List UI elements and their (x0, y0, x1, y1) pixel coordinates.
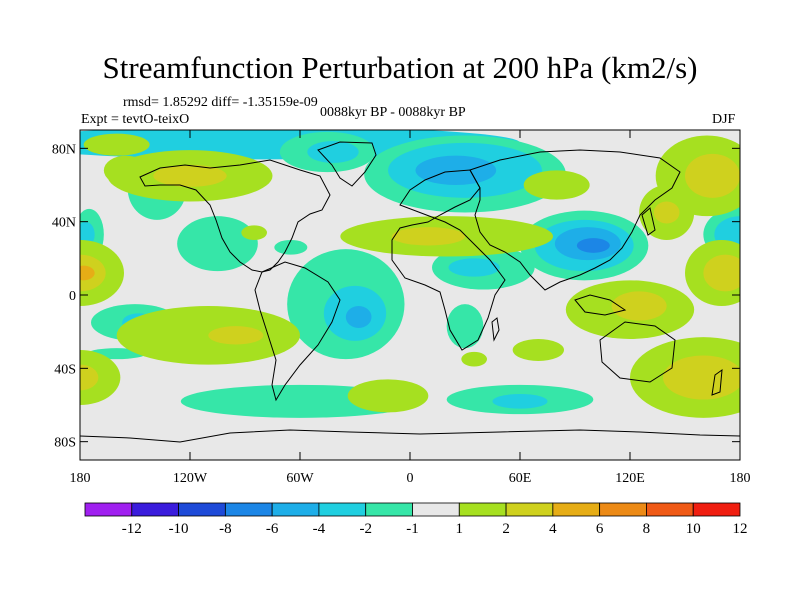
contour-region (415, 155, 497, 185)
stats-label: rmsd= 1.85292 diff= -1.35159e-09 (123, 95, 318, 110)
x-tick-label: 120E (615, 471, 645, 486)
contour-region (241, 225, 267, 241)
contour-region (153, 164, 227, 187)
colorbar: -12 -10 -8 -6 -4 -2 -1 1 2 4 6 8 10 12 (84, 502, 748, 537)
colorbar-label: -4 (313, 521, 326, 537)
colorbar-swatch (178, 502, 226, 517)
coastlines (80, 141, 740, 443)
contour-region (685, 153, 740, 198)
period-label: 0088kyr BP - 0088kyr BP (320, 105, 466, 120)
contour-region (523, 170, 590, 200)
colorbar-swatch (692, 502, 741, 517)
colorbar-swatch (318, 502, 367, 517)
contour-region (345, 306, 372, 328)
colorbar-label: 6 (596, 521, 604, 537)
map-axes: 180 120W 60W 0 60E 120E 180 80N 40N 0 40S 80S (52, 130, 751, 486)
colorbar-swatch (412, 502, 460, 517)
contour-region (80, 350, 121, 405)
colorbar-label: -8 (219, 521, 232, 537)
colorbar-label: 1 (456, 521, 464, 537)
contour-region (307, 141, 359, 163)
colorbar-label: -12 (122, 521, 142, 537)
contour-region (80, 364, 99, 391)
season-label: DJF (712, 112, 736, 127)
x-tick-label: 120W (173, 471, 208, 486)
contour-region (448, 258, 500, 277)
y-tick-label: 40N (52, 216, 76, 231)
contour-region (492, 394, 548, 409)
contour-region (653, 201, 680, 224)
colorbar-label: 12 (733, 521, 748, 537)
contour-region (208, 326, 264, 345)
figure-title: Streamfunction Perturbation at 200 hPa (… (102, 50, 698, 85)
y-tick-label: 0 (69, 289, 76, 304)
colorbar-swatch (224, 502, 273, 517)
contour-region (461, 351, 487, 367)
colorbar-swatch (271, 502, 320, 517)
contour-region (347, 379, 429, 413)
contour-region (274, 240, 308, 255)
contour-region (703, 254, 740, 292)
colorbar-label: 4 (549, 521, 557, 537)
colorbar-swatch (599, 502, 647, 517)
x-tick-label: 180 (730, 471, 751, 486)
colorbar-swatch (646, 502, 694, 517)
colorbar-swatch (458, 502, 507, 517)
contour-region (611, 291, 667, 321)
colorbar-swatch (84, 502, 133, 517)
y-tick-label: 80S (54, 436, 76, 451)
colorbar-swatch (131, 502, 179, 517)
y-tick-label: 40S (54, 362, 76, 377)
colorbar-label: -2 (359, 521, 372, 537)
x-tick-label: 60E (509, 471, 532, 486)
colorbar-swatch (552, 502, 601, 517)
colorbar-label: -6 (266, 521, 279, 537)
contour-region (512, 339, 564, 361)
x-tick-label: 0 (407, 471, 414, 486)
contour-region (576, 238, 610, 253)
experiment-label: Expt = tevtO-teixO (81, 112, 190, 127)
colorbar-label: -10 (169, 521, 189, 537)
contour-region (446, 304, 484, 349)
contour-region (177, 216, 258, 272)
colorbar-label: -1 (406, 521, 419, 537)
contour-region (83, 133, 150, 156)
colorbar-label: 10 (686, 521, 701, 537)
colorbar-label: 2 (502, 521, 510, 537)
contour-region (80, 265, 95, 281)
x-tick-label: 60W (286, 471, 314, 486)
contour-region (391, 227, 466, 246)
contour-region (663, 355, 740, 400)
colorbar-label: 8 (643, 521, 651, 537)
contour-region (103, 155, 148, 185)
x-tick-label: 180 (70, 471, 91, 486)
colorbar-swatch (505, 502, 554, 517)
colorbar-swatch (365, 502, 413, 517)
y-tick-label: 80N (52, 142, 76, 157)
